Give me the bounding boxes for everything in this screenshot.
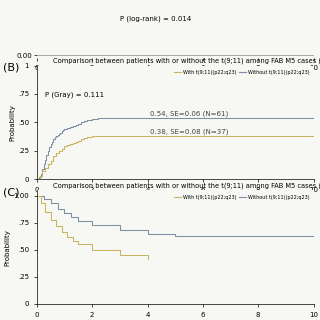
- X-axis label: Time (years): Time (years): [153, 194, 197, 201]
- Text: (B): (B): [3, 62, 20, 72]
- Text: Comparison between patients with or without the t(9;11) among FAB M5 cases (OS): Comparison between patients with or with…: [53, 183, 320, 189]
- X-axis label: Time (years): Time (years): [153, 73, 197, 79]
- Text: (C): (C): [3, 187, 20, 197]
- Y-axis label: Probability: Probability: [4, 229, 11, 266]
- Legend: With t(9;11)(p22;q23), Without t(9;11)(p22;q23): With t(9;11)(p22;q23), Without t(9;11)(p…: [172, 68, 311, 77]
- Text: P (Gray) = 0.111: P (Gray) = 0.111: [45, 91, 104, 98]
- Text: Comparison between patients with or without the t(9;11) among FAB M5 cases (CIR): Comparison between patients with or with…: [53, 58, 320, 64]
- Text: 0.38, SE=0.08 (N=37): 0.38, SE=0.08 (N=37): [150, 129, 229, 135]
- Y-axis label: Probability: Probability: [9, 104, 15, 141]
- Text: 0.54, SE=0.06 (N=61): 0.54, SE=0.06 (N=61): [150, 110, 228, 116]
- Legend: With t(9;11)(p22;q23), Without t(9;11)(p22;q23): With t(9;11)(p22;q23), Without t(9;11)(p…: [172, 193, 311, 202]
- Text: P (log-rank) = 0.014: P (log-rank) = 0.014: [120, 15, 191, 22]
